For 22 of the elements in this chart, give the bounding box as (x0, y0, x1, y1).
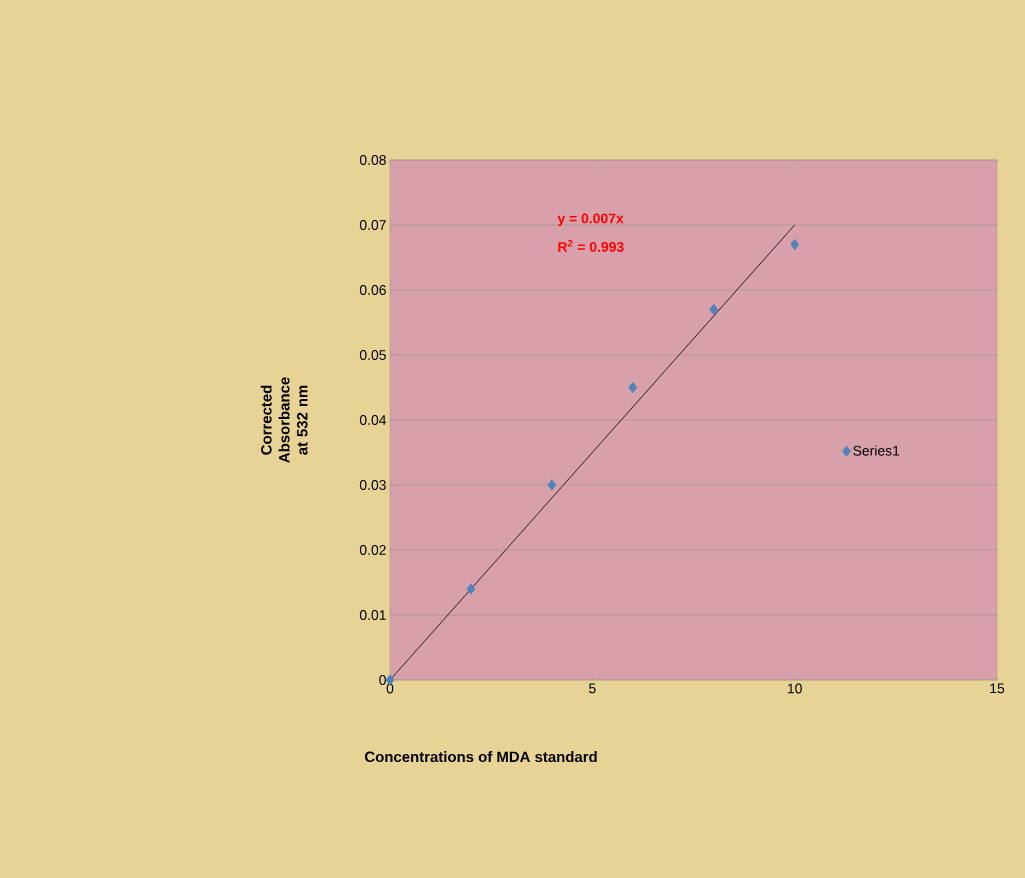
x-axis-title: Concentrations of MDA standard (365, 751, 597, 763)
y-tick-label: 0.01 (359, 610, 386, 620)
y-tick-label: 0.02 (359, 545, 386, 555)
y-tick-label: 0.07 (359, 220, 386, 230)
point (466, 583, 476, 595)
y-tick-label: 0.04 (359, 415, 387, 425)
x-tick-label: 15 (990, 683, 1005, 694)
point (547, 479, 557, 491)
x-tick-label: 5 (589, 683, 596, 694)
point (628, 381, 638, 394)
annotation: R$^{2}$ = 0.993 (558, 239, 624, 252)
y-axis-title: Corrected Absorbance at 532 nm (260, 377, 308, 463)
point (709, 303, 719, 316)
y-tick-label: 0 (379, 675, 386, 685)
x-tick-label: 10 (787, 683, 802, 694)
x-tick-label: 0 (386, 683, 394, 694)
y-tick-label: 0.08 (359, 155, 386, 165)
annotation: y = 0.007x (557, 213, 624, 227)
y-tick-label: 0.05 (359, 350, 386, 360)
y-tick-label: 0.06 (359, 285, 386, 295)
y-tick-label: 0.03 (359, 480, 386, 490)
legend-label: Series1 (853, 445, 900, 456)
